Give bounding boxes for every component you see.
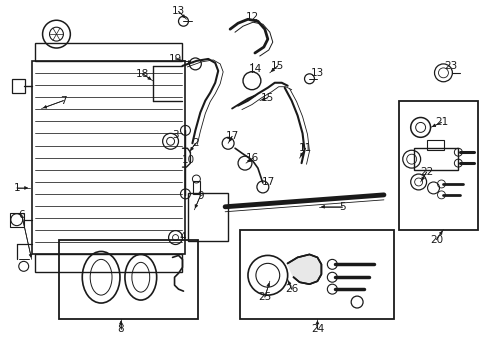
Polygon shape bbox=[287, 255, 321, 284]
Bar bbox=[60, 239, 198, 319]
Text: 11: 11 bbox=[298, 143, 311, 153]
Text: 26: 26 bbox=[285, 284, 298, 294]
Text: 12: 12 bbox=[245, 12, 258, 22]
Text: 25: 25 bbox=[258, 292, 271, 302]
Text: 21: 21 bbox=[434, 117, 447, 127]
Bar bbox=[413, 148, 457, 170]
Text: 24: 24 bbox=[310, 324, 324, 334]
Text: 7: 7 bbox=[60, 96, 66, 105]
Bar bbox=[32, 61, 185, 255]
Text: 3: 3 bbox=[172, 130, 179, 140]
Text: 14: 14 bbox=[249, 64, 262, 74]
Text: 16: 16 bbox=[246, 153, 259, 163]
Text: 18: 18 bbox=[136, 69, 149, 79]
Text: 15: 15 bbox=[261, 93, 274, 103]
Bar bbox=[240, 230, 393, 319]
Text: 20: 20 bbox=[429, 234, 442, 244]
Text: 2: 2 bbox=[192, 138, 198, 148]
Text: 8: 8 bbox=[118, 324, 124, 334]
Bar bbox=[35, 255, 182, 272]
Text: 5: 5 bbox=[338, 202, 345, 212]
Text: 23: 23 bbox=[443, 61, 456, 71]
Text: 15: 15 bbox=[270, 61, 284, 71]
Bar bbox=[398, 100, 477, 230]
Text: 4: 4 bbox=[179, 231, 185, 242]
Text: 13: 13 bbox=[172, 6, 185, 16]
Text: 17: 17 bbox=[225, 131, 238, 141]
Bar bbox=[10, 213, 24, 227]
Text: 1: 1 bbox=[14, 183, 20, 193]
Bar bbox=[35, 43, 182, 61]
Bar bbox=[193, 181, 200, 194]
Bar bbox=[426, 140, 444, 150]
Text: 22: 22 bbox=[419, 167, 432, 177]
Text: 9: 9 bbox=[197, 191, 203, 201]
Bar bbox=[12, 79, 25, 93]
Text: 17: 17 bbox=[262, 177, 275, 187]
Text: 10: 10 bbox=[182, 155, 195, 165]
Text: 19: 19 bbox=[168, 54, 182, 64]
Text: 6: 6 bbox=[19, 210, 25, 220]
Bar bbox=[188, 193, 228, 240]
Text: 13: 13 bbox=[310, 68, 324, 78]
